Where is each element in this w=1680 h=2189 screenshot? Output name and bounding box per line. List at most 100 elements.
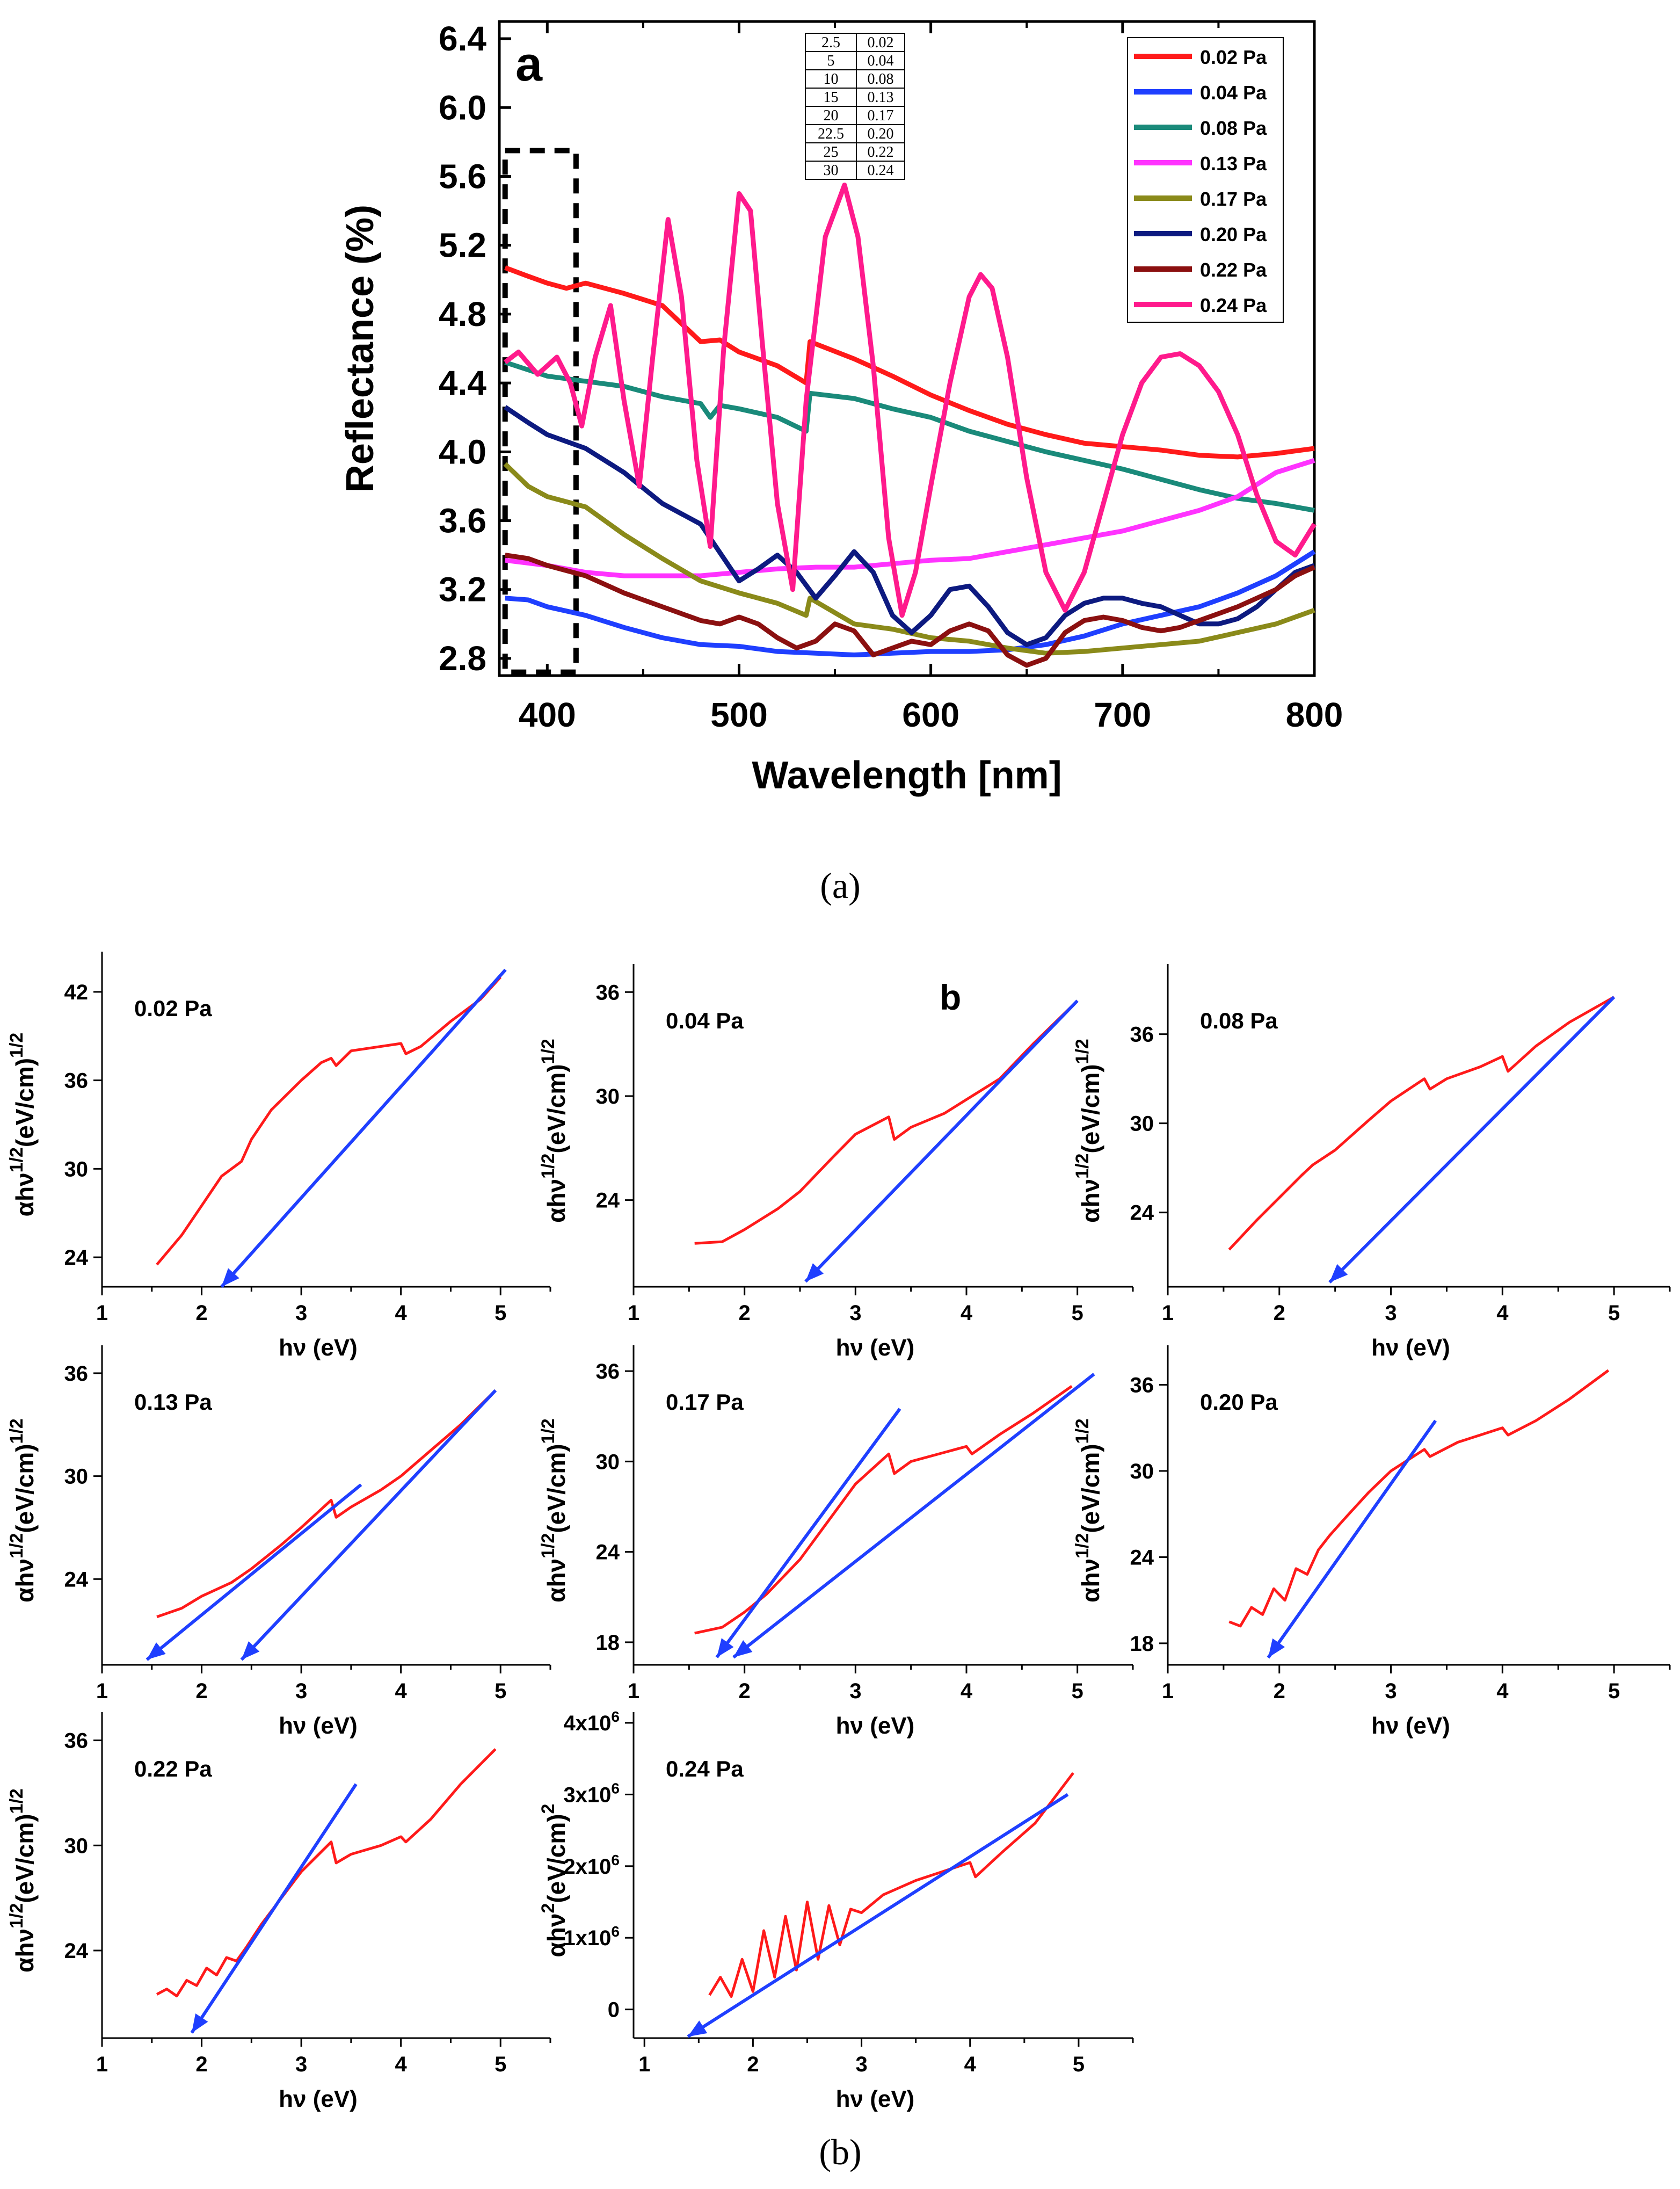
inset-table: 2.5 0.02 5 0.04 10 0.08 15 0.13 20 0.17 22.5 0.20 25… (805, 33, 905, 180)
x-tick-label: 3 (295, 1301, 307, 1325)
y-tick-label: 24 (64, 1246, 89, 1270)
x-tick-label: 5 (494, 1301, 506, 1325)
pressure-label: 0.02 Pa (134, 996, 212, 1021)
tick-base: 30 (596, 1085, 620, 1108)
panel-a: 400 500 600 700 800 2.8 3.2 3.6 4.0 4.4 4.8 5.2 5.6 6… (339, 19, 1343, 797)
table-cell (856, 88, 905, 107)
x-tick-label: 3 (295, 1679, 307, 1703)
table-cell-text: 25 (824, 144, 839, 161)
data-line (1228, 1369, 1610, 1628)
fit-line (732, 1373, 1095, 1659)
legend-entry: 0.04 Pa (1200, 82, 1267, 104)
y-tick-label: 18 (596, 1631, 620, 1655)
tick-base: 18 (596, 1631, 620, 1655)
table-cell-text: 0.22 (868, 144, 894, 161)
y-title-part: 1/2 (538, 1533, 558, 1559)
table-cell-text: 0.08 (868, 71, 894, 88)
fit-arrowhead (717, 1638, 734, 1657)
y-tick-label: 4.8 (439, 295, 486, 334)
pressure-label: 0.22 Pa (134, 1756, 212, 1781)
x-tick-label: 1 (628, 1679, 639, 1703)
x-tick-label: 5 (1608, 1301, 1620, 1325)
plot-frame (498, 20, 1316, 677)
series-line (505, 458, 1315, 578)
tick-base: 36 (64, 1362, 89, 1386)
y-tick-label: 3.6 (439, 502, 486, 540)
y-tick-label: 3x106 (563, 1780, 620, 1807)
fit-line (1328, 996, 1616, 1284)
y-title-part: 1/2 (6, 1903, 27, 1929)
y-title-part: 1/2 (1072, 1533, 1093, 1559)
tick-base: 42 (64, 981, 89, 1004)
table-cell-text: 20 (824, 107, 839, 124)
x-tick-label: 5 (494, 1679, 506, 1703)
fit-arrowhead (221, 1268, 239, 1287)
series-line (504, 265, 1315, 460)
fit-line (687, 1793, 1069, 2038)
x-tick-label: 5 (1072, 1679, 1083, 1703)
tick-base: 24 (64, 1246, 89, 1270)
tick-base: 30 (64, 1465, 89, 1489)
table-cell (805, 142, 857, 162)
y-axis-title: αhν1/2(eV/cm)1/2 (1072, 1039, 1104, 1223)
pressure-label: 0.13 Pa (134, 1389, 212, 1415)
y-title-part: (eV/cm) (11, 1814, 39, 1903)
y-tick-label: 18 (1130, 1632, 1154, 1656)
x-tick-label: 5 (1608, 1679, 1620, 1703)
table-cell-text: 0.17 (868, 107, 894, 124)
y-title-part: αhν (1077, 1179, 1104, 1223)
y-tick-label: 24 (64, 1568, 89, 1591)
table-cell (856, 106, 905, 125)
x-axis-title: hν (eV) (279, 1335, 358, 1361)
table-cell (856, 161, 905, 180)
table-cell-text: 30 (824, 162, 839, 179)
x-tick-label: 1 (1162, 1301, 1174, 1325)
y-tick-label: 30 (1130, 1460, 1154, 1483)
x-axis-title: hν (eV) (1371, 1335, 1450, 1361)
x-tick-label: 3 (849, 1679, 861, 1703)
x-tick-label: 4 (395, 1301, 408, 1325)
table-cell-text: 0.04 (868, 53, 894, 69)
x-tick-label: 4 (1496, 1301, 1509, 1325)
tick-base: 30 (1130, 1112, 1154, 1136)
fit-line (240, 1389, 497, 1661)
tick-base: 30 (1130, 1460, 1154, 1483)
x-tick-label: 3 (295, 2053, 307, 2076)
tick-base: 36 (64, 1069, 89, 1093)
x-tick-label: 2 (195, 2053, 207, 2076)
x-tick-label: 4 (1496, 1679, 1509, 1703)
y-tick-label: 36 (1130, 1373, 1154, 1397)
y-tick-label: 30 (64, 1465, 89, 1489)
fit-arrowhead (147, 1642, 166, 1660)
tick-exponent: 6 (611, 1923, 620, 1940)
x-tick-label: 2 (747, 2053, 759, 2076)
y-tick-label: 24 (1130, 1546, 1154, 1569)
table-cell-text: 0.24 (868, 162, 894, 179)
y-title-part: 1/2 (6, 1033, 27, 1058)
y-tick-label: 2.8 (439, 639, 486, 678)
x-tick-label: 1 (96, 2053, 108, 2076)
y-title-part: (eV/cm) (542, 1814, 570, 1903)
y-axis-title: αhν1/2(eV/cm)1/2 (538, 1039, 570, 1223)
data-line (1228, 996, 1615, 1251)
y-title-part: αhν (11, 1172, 39, 1216)
tick-base: 24 (64, 1568, 89, 1591)
x-tick-label: 2 (739, 1679, 751, 1703)
x-tick-label: 1 (96, 1301, 108, 1325)
table-cell (856, 124, 905, 143)
table-cell-text: 2.5 (821, 34, 840, 51)
y-tick-label: 30 (1130, 1112, 1154, 1136)
table-cell (805, 124, 857, 143)
y-tick-label: 1x106 (563, 1923, 620, 1950)
y-title-part: (eV/cm) (1077, 1064, 1104, 1153)
table-cell (805, 88, 857, 107)
y-tick-label: 2x106 (563, 1852, 620, 1879)
fit-line (715, 1408, 901, 1658)
y-tick-label: 30 (596, 1450, 620, 1474)
y-tick-label: 24 (596, 1189, 620, 1213)
y-tick-label: 36 (596, 981, 620, 1004)
table-cell-text: 5 (827, 53, 835, 69)
x-tick-label: 3 (1385, 1301, 1397, 1325)
y-title-part: αhν (542, 1913, 570, 1958)
